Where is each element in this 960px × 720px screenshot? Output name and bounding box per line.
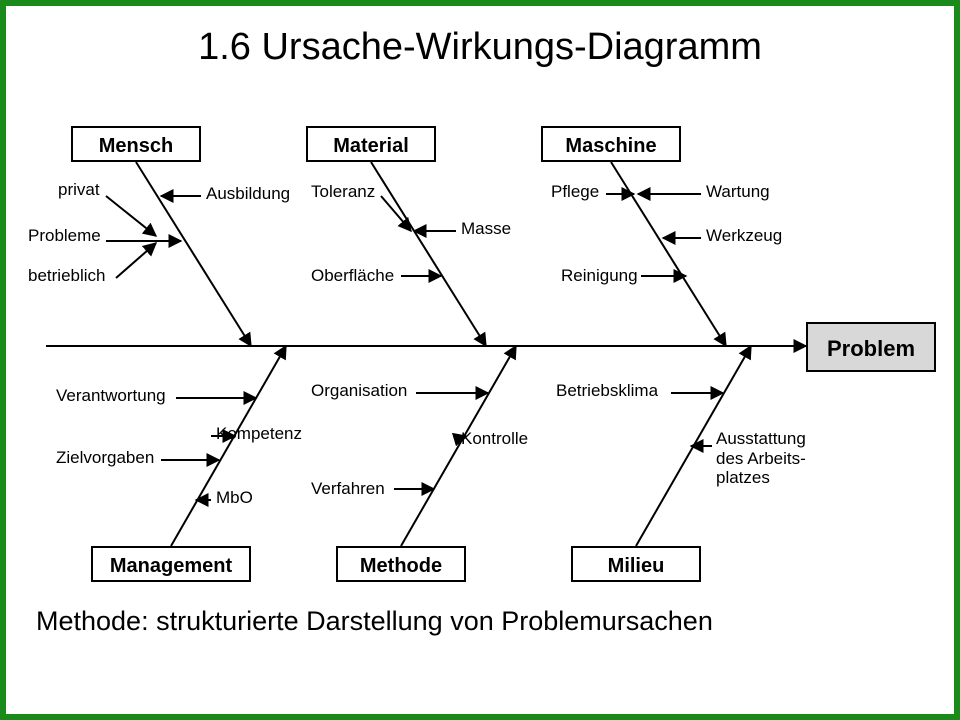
cause-label: betrieblich (28, 266, 106, 286)
cause-label: Betriebsklima (556, 381, 658, 401)
cause-label: Ausbildung (206, 184, 290, 204)
cause-label: Kompetenz (216, 424, 302, 444)
cause-label: Verantwortung (56, 386, 166, 406)
page-title: 1.6 Ursache-Wirkungs-Diagramm (6, 26, 954, 69)
cause-label: Reinigung (561, 266, 638, 286)
cause-label: Ausstattung des Arbeits- platzes (716, 429, 806, 488)
cause-label: Toleranz (311, 182, 375, 202)
problem-box: Problem (806, 322, 936, 372)
cause-label: Zielvorgaben (56, 448, 154, 468)
method-subtitle: Methode: strukturierte Darstellung von P… (36, 606, 713, 637)
category-box-mensch: Mensch (71, 126, 201, 162)
cause-label: Werkzeug (706, 226, 782, 246)
category-box-methode: Methode (336, 546, 466, 582)
cause-label: Organisation (311, 381, 407, 401)
cause-label: Kontrolle (461, 429, 528, 449)
category-box-milieu: Milieu (571, 546, 701, 582)
cause-label: Wartung (706, 182, 770, 202)
cause-label: Pflege (551, 182, 599, 202)
cause-label: Probleme (28, 226, 101, 246)
cause-label: privat (58, 180, 100, 200)
category-box-management: Management (91, 546, 251, 582)
cause-label: Verfahren (311, 479, 385, 499)
cause-label: Oberfläche (311, 266, 394, 286)
cause-label: Masse (461, 219, 511, 239)
category-box-maschine: Maschine (541, 126, 681, 162)
category-box-material: Material (306, 126, 436, 162)
cause-label: MbO (216, 488, 253, 508)
fishbone-diagram: Mensch Material Maschine Management Methode M… (16, 126, 946, 586)
outer-frame: 1.6 Ursache-Wirkungs-Diagramm Mensch Mate… (0, 0, 960, 720)
